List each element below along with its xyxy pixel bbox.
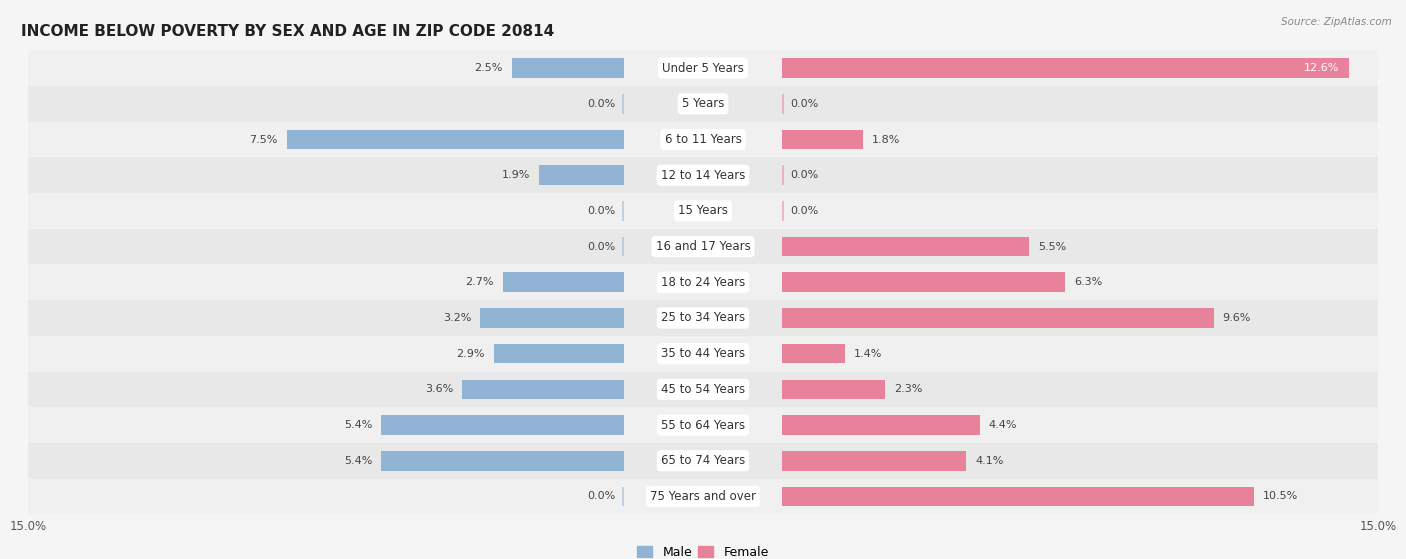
Text: 25 to 34 Years: 25 to 34 Years bbox=[661, 311, 745, 324]
FancyBboxPatch shape bbox=[28, 122, 1378, 158]
Text: 55 to 64 Years: 55 to 64 Years bbox=[661, 419, 745, 432]
Bar bbox=[782, 487, 1254, 506]
Text: 5.4%: 5.4% bbox=[344, 456, 373, 466]
Text: 5.4%: 5.4% bbox=[344, 420, 373, 430]
FancyBboxPatch shape bbox=[28, 407, 1378, 443]
Text: 0.0%: 0.0% bbox=[588, 99, 616, 109]
Bar bbox=[782, 165, 785, 185]
Text: 0.0%: 0.0% bbox=[790, 206, 818, 216]
Bar bbox=[463, 380, 624, 399]
Bar bbox=[481, 308, 624, 328]
Bar bbox=[782, 415, 980, 435]
Text: 65 to 74 Years: 65 to 74 Years bbox=[661, 454, 745, 467]
Text: 18 to 24 Years: 18 to 24 Years bbox=[661, 276, 745, 289]
Bar bbox=[782, 308, 1213, 328]
Text: 12.6%: 12.6% bbox=[1305, 63, 1340, 73]
FancyBboxPatch shape bbox=[28, 229, 1378, 264]
Bar bbox=[287, 130, 624, 149]
Text: 2.3%: 2.3% bbox=[894, 385, 922, 394]
Text: 1.8%: 1.8% bbox=[872, 135, 900, 145]
FancyBboxPatch shape bbox=[28, 50, 1378, 86]
FancyBboxPatch shape bbox=[28, 158, 1378, 193]
FancyBboxPatch shape bbox=[28, 372, 1378, 407]
Bar bbox=[782, 94, 785, 113]
Text: 3.6%: 3.6% bbox=[425, 385, 453, 394]
FancyBboxPatch shape bbox=[28, 86, 1378, 122]
Bar bbox=[621, 201, 624, 221]
Text: 75 Years and over: 75 Years and over bbox=[650, 490, 756, 503]
FancyBboxPatch shape bbox=[28, 479, 1378, 514]
Text: 4.1%: 4.1% bbox=[976, 456, 1004, 466]
Bar bbox=[782, 201, 785, 221]
Text: 1.4%: 1.4% bbox=[853, 349, 882, 359]
FancyBboxPatch shape bbox=[28, 193, 1378, 229]
Text: Under 5 Years: Under 5 Years bbox=[662, 61, 744, 75]
Text: 10.5%: 10.5% bbox=[1263, 491, 1298, 501]
Text: 6 to 11 Years: 6 to 11 Years bbox=[665, 133, 741, 146]
Text: 16 and 17 Years: 16 and 17 Years bbox=[655, 240, 751, 253]
Text: INCOME BELOW POVERTY BY SEX AND AGE IN ZIP CODE 20814: INCOME BELOW POVERTY BY SEX AND AGE IN Z… bbox=[21, 25, 554, 40]
Bar bbox=[621, 237, 624, 257]
Bar bbox=[621, 487, 624, 506]
Text: 35 to 44 Years: 35 to 44 Years bbox=[661, 347, 745, 360]
Text: 15 Years: 15 Years bbox=[678, 205, 728, 217]
Text: 0.0%: 0.0% bbox=[588, 241, 616, 252]
Text: 7.5%: 7.5% bbox=[249, 135, 278, 145]
Text: 2.5%: 2.5% bbox=[474, 63, 503, 73]
FancyBboxPatch shape bbox=[28, 443, 1378, 479]
Bar bbox=[782, 344, 845, 363]
FancyBboxPatch shape bbox=[28, 300, 1378, 336]
Text: 0.0%: 0.0% bbox=[790, 99, 818, 109]
Text: 5 Years: 5 Years bbox=[682, 97, 724, 110]
Bar bbox=[782, 130, 863, 149]
FancyBboxPatch shape bbox=[28, 336, 1378, 372]
Bar bbox=[381, 415, 624, 435]
Text: 2.7%: 2.7% bbox=[465, 277, 494, 287]
FancyBboxPatch shape bbox=[28, 264, 1378, 300]
Text: 0.0%: 0.0% bbox=[588, 206, 616, 216]
Text: 0.0%: 0.0% bbox=[588, 491, 616, 501]
Text: 4.4%: 4.4% bbox=[988, 420, 1017, 430]
Bar bbox=[512, 58, 624, 78]
Bar bbox=[503, 272, 624, 292]
Bar bbox=[494, 344, 624, 363]
Legend: Male, Female: Male, Female bbox=[633, 541, 773, 559]
Bar bbox=[621, 94, 624, 113]
Text: 45 to 54 Years: 45 to 54 Years bbox=[661, 383, 745, 396]
Bar bbox=[782, 58, 1348, 78]
Text: 2.9%: 2.9% bbox=[457, 349, 485, 359]
Bar bbox=[381, 451, 624, 471]
Bar bbox=[782, 237, 1029, 257]
Text: 6.3%: 6.3% bbox=[1074, 277, 1102, 287]
Bar bbox=[782, 380, 886, 399]
Text: 3.2%: 3.2% bbox=[443, 313, 471, 323]
Text: 1.9%: 1.9% bbox=[502, 170, 530, 180]
Text: 9.6%: 9.6% bbox=[1223, 313, 1251, 323]
Bar bbox=[782, 272, 1066, 292]
Text: 0.0%: 0.0% bbox=[790, 170, 818, 180]
Text: Source: ZipAtlas.com: Source: ZipAtlas.com bbox=[1281, 17, 1392, 27]
Text: 12 to 14 Years: 12 to 14 Years bbox=[661, 169, 745, 182]
Text: 5.5%: 5.5% bbox=[1038, 241, 1066, 252]
Bar bbox=[782, 451, 966, 471]
Bar bbox=[538, 165, 624, 185]
